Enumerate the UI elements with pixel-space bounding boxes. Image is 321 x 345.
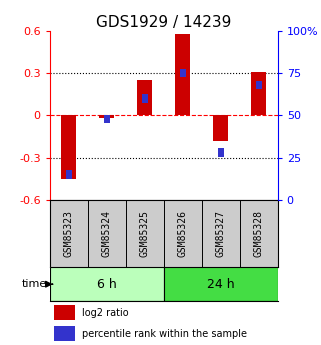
Text: 24 h: 24 h (207, 278, 235, 291)
Bar (175, 34, 190, 116)
Bar (99, 116, 114, 118)
Bar (54, 305, 75, 320)
FancyBboxPatch shape (50, 267, 164, 301)
Text: GSM85325: GSM85325 (140, 210, 150, 257)
Text: log2 ratio: log2 ratio (82, 308, 128, 318)
Bar (137, 80, 152, 116)
Bar (218, 148, 223, 157)
Bar (213, 116, 228, 141)
Bar (61, 116, 76, 179)
FancyBboxPatch shape (164, 267, 278, 301)
Bar (66, 170, 72, 179)
Title: GDS1929 / 14239: GDS1929 / 14239 (96, 15, 231, 30)
Text: GSM85327: GSM85327 (216, 210, 226, 257)
Text: percentile rank within the sample: percentile rank within the sample (82, 329, 247, 339)
Bar (180, 69, 186, 78)
Bar (256, 81, 262, 89)
Text: GSM85326: GSM85326 (178, 210, 188, 257)
Text: GSM85328: GSM85328 (254, 210, 264, 257)
Text: 6 h: 6 h (97, 278, 117, 291)
Bar (54, 326, 75, 341)
Bar (251, 72, 266, 116)
Text: GSM85324: GSM85324 (102, 210, 112, 257)
Bar (142, 94, 148, 103)
Bar (104, 115, 109, 123)
Text: GSM85323: GSM85323 (64, 210, 74, 257)
Text: time: time (21, 279, 47, 289)
